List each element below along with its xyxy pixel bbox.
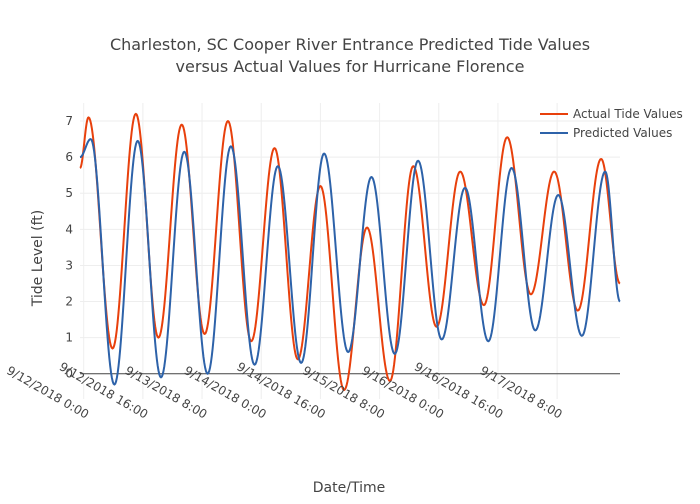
x-tick-labels: 9/12/2018 0:009/12/2018 16:009/13/2018 8… <box>4 360 564 422</box>
y-tick-label: 3 <box>65 258 73 272</box>
y-axis-title: Tide Level (ft) <box>30 210 46 307</box>
y-tick-labels: 0 1 2 3 4 5 6 7 <box>65 114 73 381</box>
y-tick-label: 4 <box>65 222 73 236</box>
grid-layer <box>80 103 620 399</box>
y-tick-label: 0 <box>65 367 73 381</box>
series-layer <box>79 112 621 391</box>
legend-label-predicted: Predicted Values <box>573 126 672 140</box>
series-line-predicted <box>79 138 621 386</box>
y-tick-label: 7 <box>65 114 73 128</box>
y-tick-label: 2 <box>65 295 73 309</box>
legend: Actual Tide Values Predicted Values <box>540 107 683 140</box>
y-tick-label: 6 <box>65 150 73 164</box>
chart-title-line2: versus Actual Values for Hurricane Flore… <box>176 57 525 76</box>
y-tick-label: 1 <box>65 331 73 345</box>
legend-label-actual: Actual Tide Values <box>573 107 683 121</box>
chart-title-line1: Charleston, SC Cooper River Entrance Pre… <box>110 35 590 54</box>
y-tick-label: 5 <box>65 186 73 200</box>
x-axis-title: Date/Time <box>313 480 385 496</box>
series-line-actual <box>79 112 621 391</box>
